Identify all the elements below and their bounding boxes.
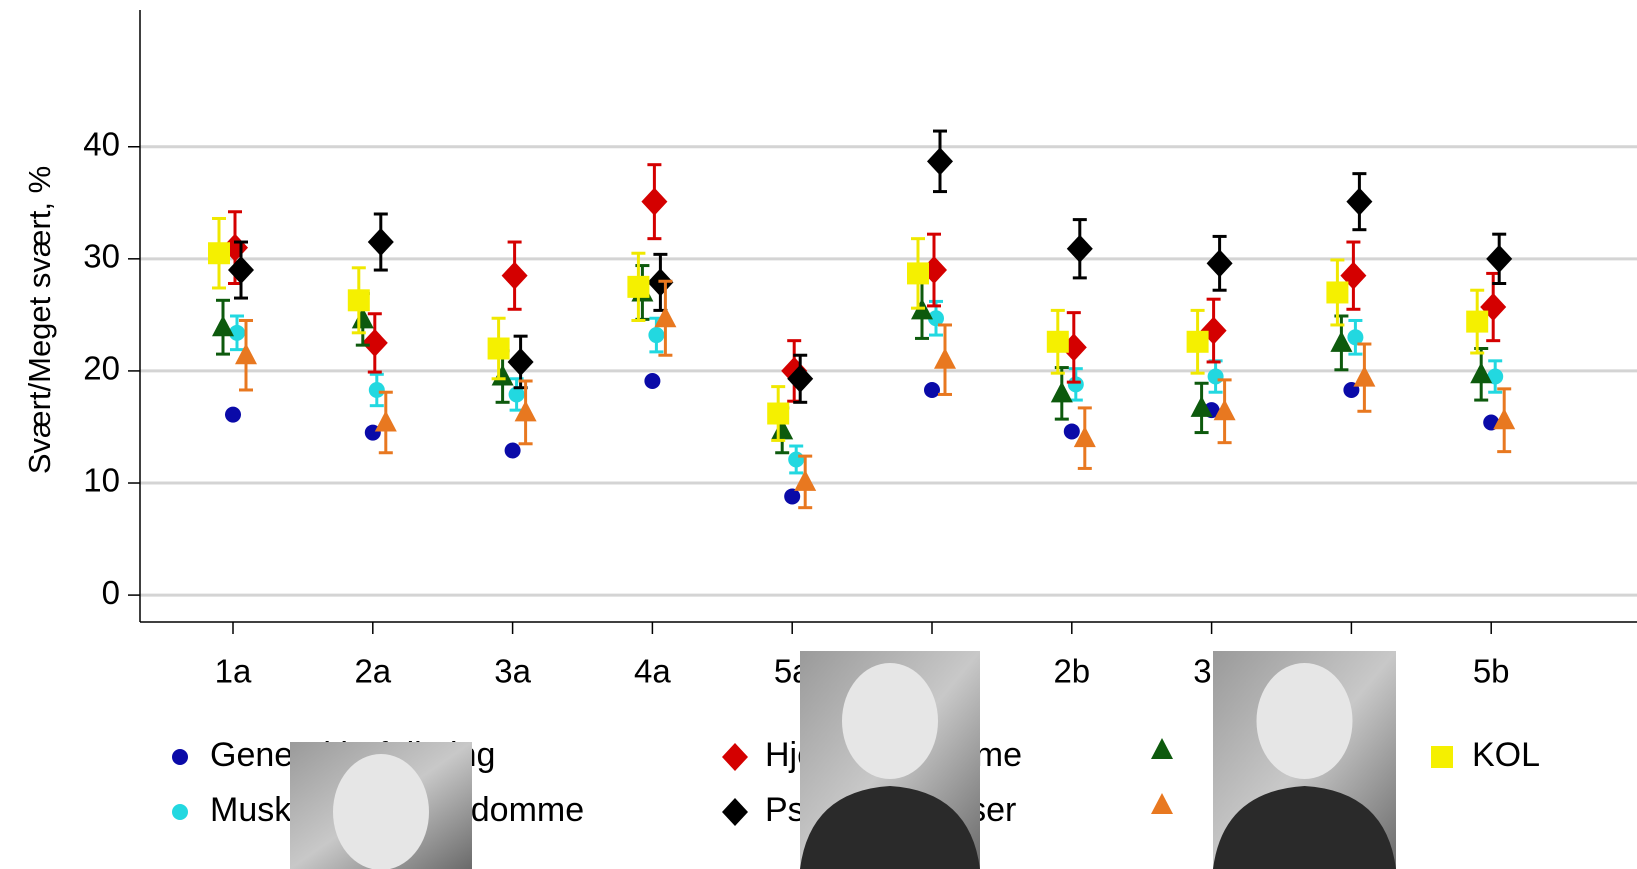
x-tick-label: 4a	[634, 653, 671, 690]
point	[368, 381, 385, 398]
point	[1486, 244, 1513, 273]
point	[507, 347, 534, 376]
point	[644, 373, 661, 390]
point	[1213, 399, 1236, 421]
point	[1346, 187, 1373, 216]
legend-label: KOL	[1472, 736, 1540, 774]
point	[1347, 329, 1364, 346]
point	[788, 451, 805, 468]
point	[212, 315, 234, 337]
point	[1190, 395, 1213, 417]
point	[501, 261, 528, 290]
point	[924, 381, 940, 398]
point	[208, 242, 230, 265]
point	[767, 402, 790, 425]
point	[794, 469, 817, 491]
point	[648, 327, 665, 344]
point	[228, 256, 254, 285]
x-tick-label: 2a	[354, 653, 391, 690]
legend-marker	[722, 798, 748, 826]
point	[1067, 376, 1084, 393]
point	[1186, 330, 1209, 353]
point	[654, 306, 677, 328]
point	[1330, 330, 1353, 352]
y-tick-label: 30	[83, 238, 120, 275]
photo-body	[800, 786, 980, 869]
y-tick-label: 0	[102, 574, 120, 611]
legend-marker	[1431, 746, 1453, 768]
point	[361, 328, 388, 357]
point	[641, 187, 668, 216]
photo-overlays	[290, 651, 1396, 869]
point	[504, 442, 521, 459]
point	[1046, 330, 1069, 353]
point	[927, 147, 953, 176]
x-tick-label: 2b	[1053, 653, 1090, 690]
point	[907, 262, 929, 285]
x-tick-label: 5b	[1473, 653, 1510, 690]
point	[1470, 362, 1493, 384]
legend-marker	[1151, 793, 1173, 814]
photo-body	[1213, 786, 1396, 869]
point	[514, 400, 537, 422]
point	[1207, 368, 1224, 385]
point	[1487, 368, 1504, 385]
point	[1063, 423, 1080, 440]
y-tick-label: 20	[83, 350, 120, 387]
photo-head	[333, 754, 429, 869]
y-tick-label: 40	[83, 125, 120, 162]
legend-marker	[172, 749, 188, 765]
point	[374, 410, 397, 432]
point	[487, 337, 510, 360]
point	[229, 324, 245, 341]
point	[347, 289, 370, 312]
point	[235, 343, 257, 365]
point	[627, 275, 650, 298]
legend-marker	[172, 804, 188, 820]
photo-head	[1256, 663, 1353, 779]
x-tick-label: 1a	[215, 653, 252, 690]
point	[928, 310, 944, 327]
point	[1206, 249, 1233, 278]
point	[1326, 281, 1349, 304]
point	[225, 406, 241, 423]
point	[784, 488, 801, 505]
point	[1050, 381, 1073, 403]
legend-marker	[722, 743, 748, 771]
point	[491, 364, 514, 386]
point	[508, 386, 525, 403]
point	[787, 364, 814, 393]
y-tick-label: 10	[83, 462, 120, 499]
point	[1493, 408, 1516, 430]
point	[934, 347, 956, 369]
x-tick-label: 3a	[494, 653, 531, 690]
point	[1073, 426, 1096, 448]
point	[367, 228, 394, 257]
point	[1353, 365, 1376, 387]
y-axis-label: Svært/Meget svært, %	[22, 166, 57, 474]
photo-head	[842, 663, 938, 779]
legend-marker	[1151, 738, 1173, 759]
point	[1066, 234, 1093, 263]
point	[1466, 310, 1489, 333]
